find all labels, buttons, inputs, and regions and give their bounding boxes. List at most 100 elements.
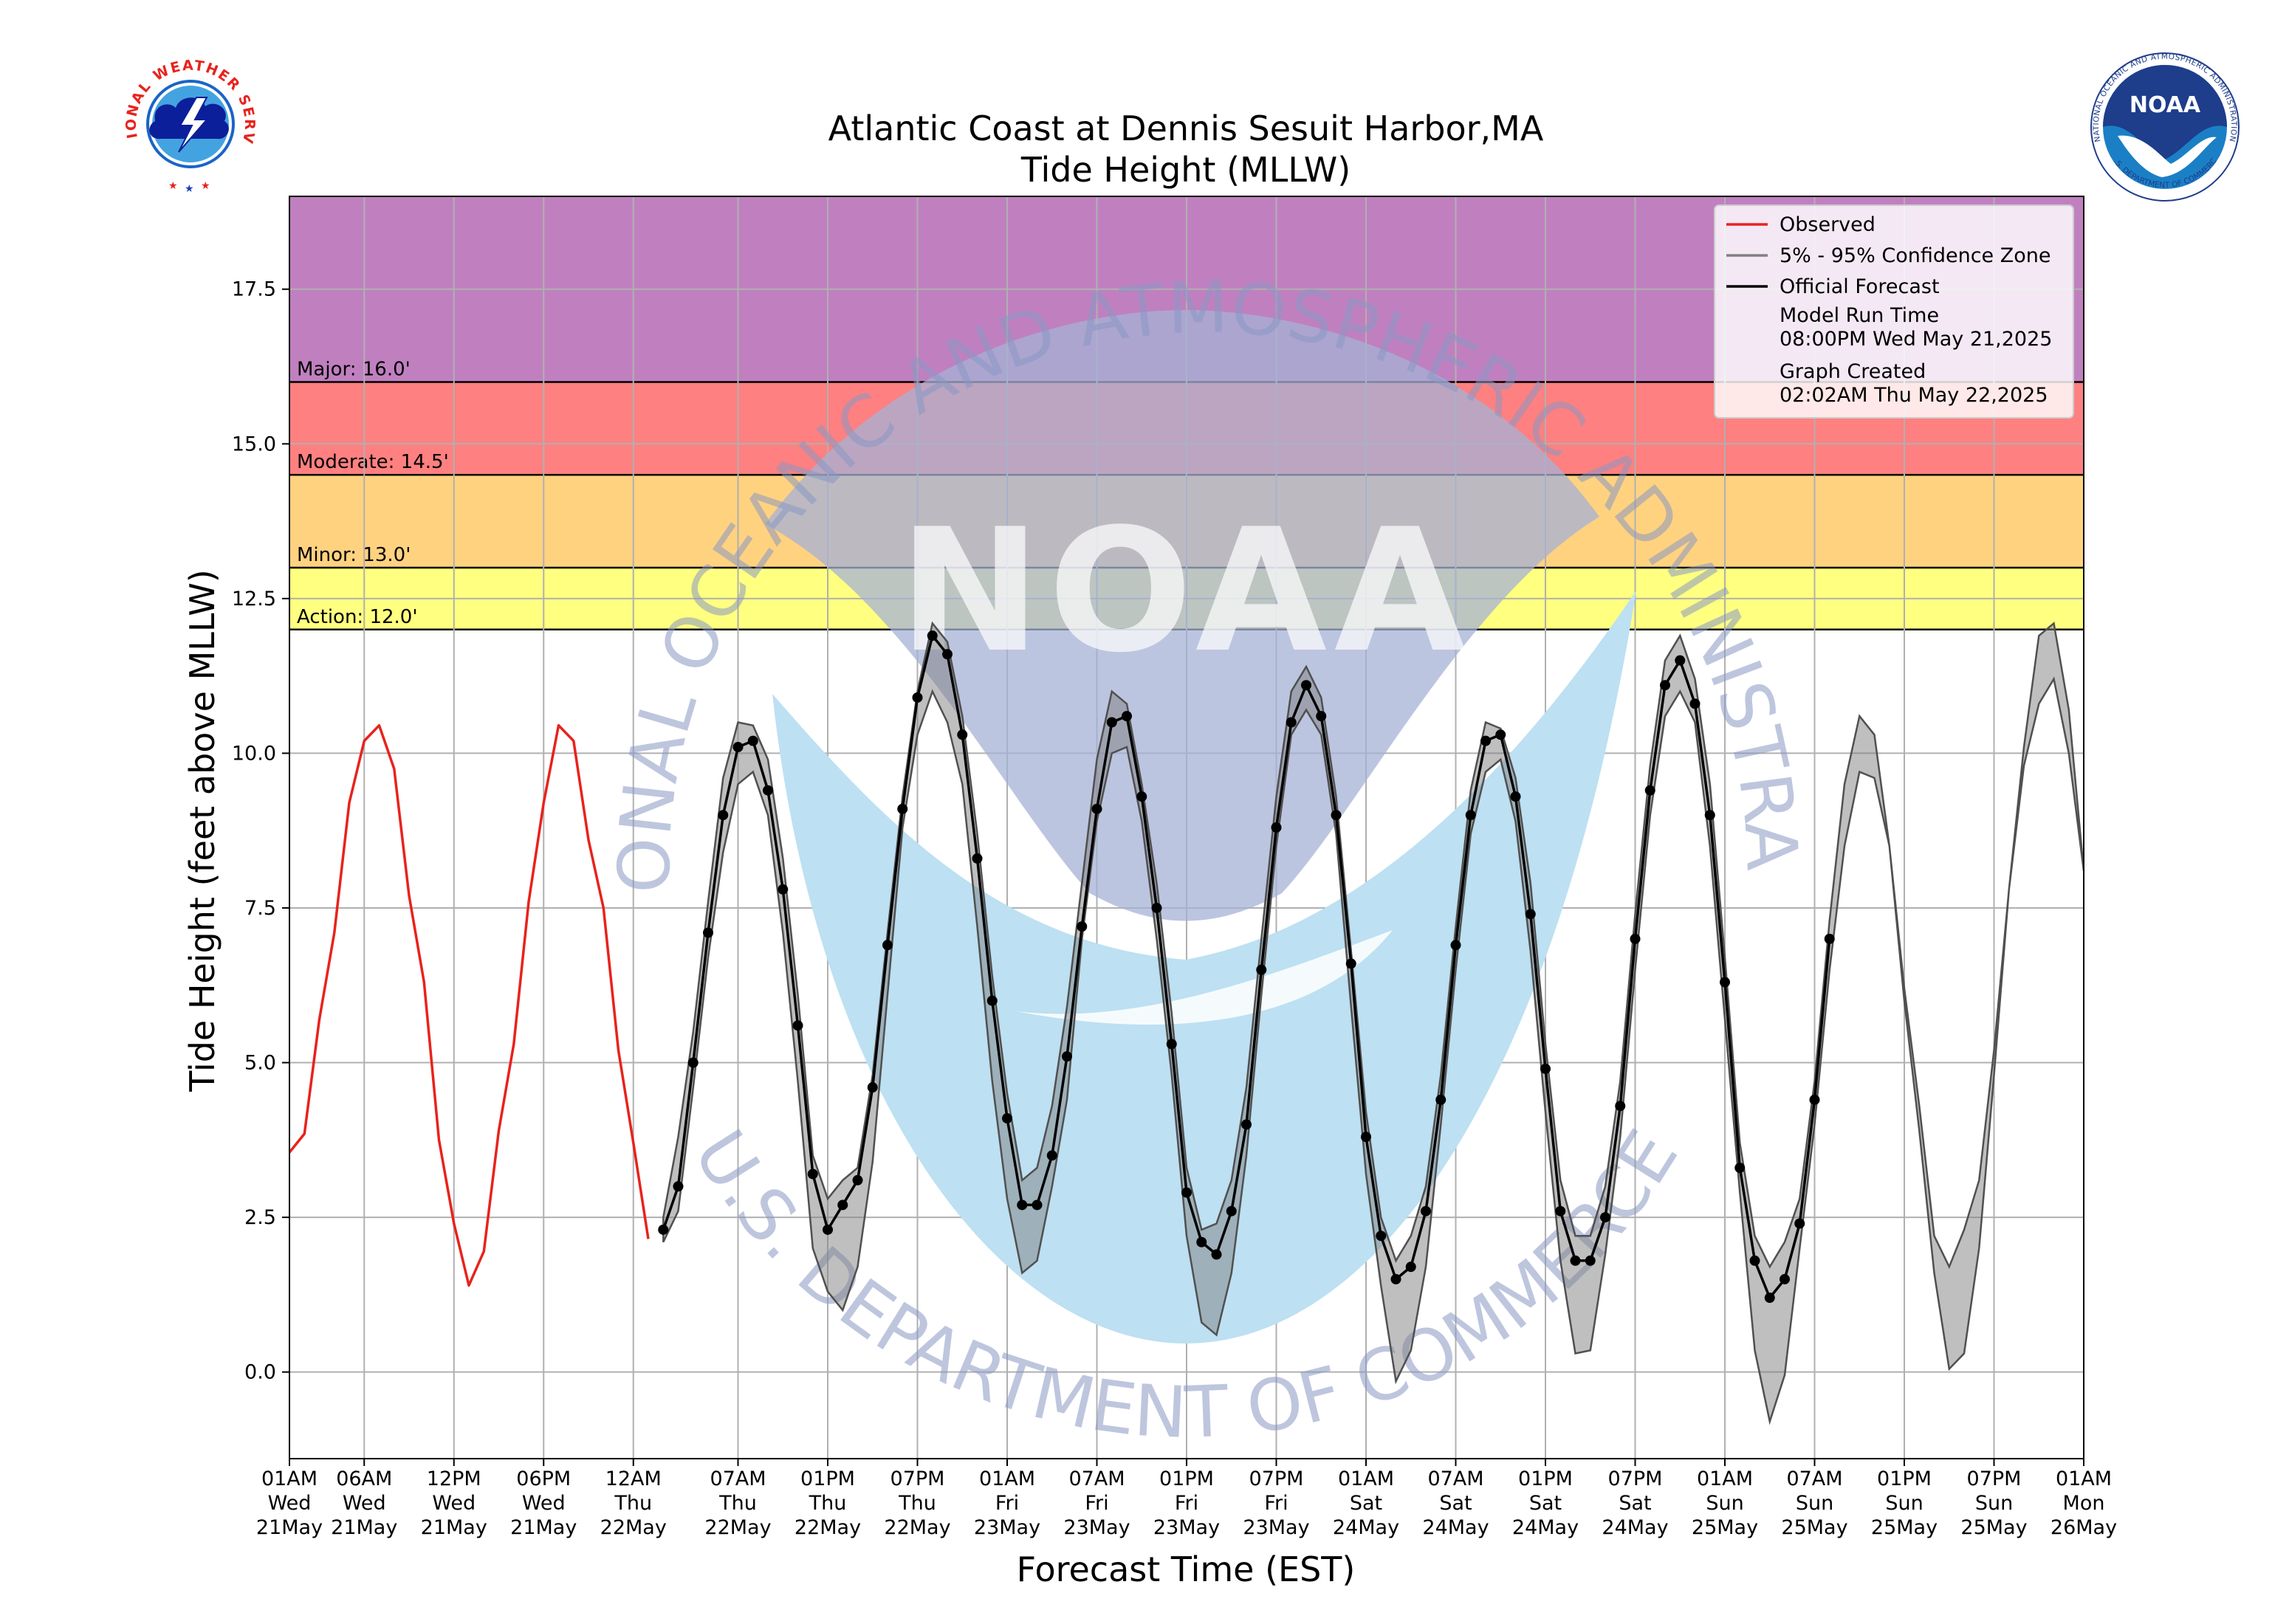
x-tick-label-1-0: 06AM [336,1468,392,1490]
legend-box [1714,204,2074,419]
flood-zone-label-0: Action: 12.0' [297,606,418,628]
x-tick-label-4-1: Thu [614,1492,652,1515]
x-tick-label-6-2: 22May [795,1516,861,1539]
x-axis-label: Forecast Time (EST) [1017,1549,1356,1589]
forecast-point [1764,1293,1775,1304]
forecast-point [703,927,713,938]
noaa-bird-icon [2118,135,2217,177]
x-tick-label-15-1: Sat [1619,1492,1651,1515]
forecast-point [1032,1200,1043,1211]
forecast-point [1405,1262,1416,1273]
forecast-point [673,1181,684,1192]
x-tick-label-8-2: 23May [974,1516,1040,1539]
forecast-point [1570,1255,1581,1266]
y-tick-label-7: 17.5 [232,278,276,301]
forecast-point [1585,1255,1596,1266]
forecast-point [852,1174,863,1186]
x-tick-label-10-2: 23May [1153,1516,1220,1539]
x-tick-label-2-0: 12PM [427,1468,481,1490]
noaa-logo-text: NOAA [2130,92,2201,118]
svg-text:★: ★ [168,180,178,192]
forecast-point [1271,822,1282,833]
forecast-point [1555,1205,1566,1217]
confidence-band [662,621,2085,1425]
forecast-point [1077,921,1088,932]
forecast-point [1256,964,1267,975]
x-tick-label-6-0: 01PM [800,1468,855,1490]
x-tick-label-8-0: 01AM [979,1468,1035,1490]
x-tick-label-12-2: 24May [1333,1516,1399,1539]
forecast-point [732,742,744,753]
x-tick-label-19-2: 25May [1960,1516,2027,1539]
forecast-point [1226,1205,1237,1217]
legend-info-3: 02:02AM Thu May 22,2025 [1780,384,2048,407]
forecast-point [1794,1218,1805,1229]
x-tick-label-17-0: 07AM [1786,1468,1842,1490]
y-tick-label-3: 7.5 [244,897,276,920]
x-tick-label-17-2: 25May [1781,1516,1847,1539]
x-tick-label-5-2: 22May [704,1516,771,1539]
forecast-point [823,1224,833,1235]
forecast-point [807,1169,818,1180]
forecast-point [1630,933,1641,944]
forecast-point [1480,735,1491,746]
observed-line [288,723,650,1287]
forecast-point [1435,1094,1447,1105]
y-tick-label-5: 12.5 [232,588,276,610]
x-tick-label-0-0: 01AM [261,1468,318,1490]
x-tick-label-13-2: 24May [1422,1516,1489,1539]
forecast-point [897,803,908,814]
x-tick-label-13-1: Sat [1439,1492,1472,1515]
forecast-point [1062,1051,1072,1062]
forecast-point [1286,717,1297,728]
chart-subtitle: Tide Height (MLLW) [1020,150,1351,190]
x-tick-label-18-1: Sun [1885,1492,1923,1515]
forecast-point [972,853,983,864]
forecast-point [1525,909,1536,920]
confidence-zone [662,621,2085,1425]
flood-zone-label-3: Major: 16.0' [297,358,411,380]
forecast-point [1091,803,1102,814]
forecast-point [882,940,893,951]
forecast-point [1421,1205,1431,1217]
forecast-point [763,785,773,796]
x-tick-label-14-2: 24May [1512,1516,1579,1539]
forecast-point [912,692,923,703]
noaa-logo: NOAA NATIONAL OCEANIC AND ATMOSPHERIC AD… [2090,52,2240,202]
forecast-point [1720,977,1730,988]
watermark-bird [1016,930,1393,1025]
x-tick-label-12-1: Sat [1350,1492,1382,1515]
forecast-point [747,735,758,746]
x-tick-label-9-2: 23May [1063,1516,1130,1539]
x-tick-label-3-0: 06PM [516,1468,571,1490]
x-tick-label-3-1: Wed [522,1492,566,1515]
forecast-point [1122,711,1132,722]
forecast-point [1540,1063,1551,1074]
x-tick-label-10-0: 01PM [1159,1468,1214,1490]
forecast-point [1151,902,1162,913]
watermark-center-text: NOAA [899,493,1473,690]
x-tick-label-5-1: Thu [718,1492,757,1515]
x-tick-label-15-0: 07PM [1608,1468,1663,1490]
forecast-point [1749,1255,1760,1266]
forecast-point [1615,1101,1626,1112]
forecast-point [1809,1094,1820,1105]
y-tick-label-0: 0.0 [244,1361,276,1384]
forecast-point [1390,1273,1401,1284]
legend-info-0: Model Run Time [1780,304,1939,327]
forecast-point [1644,785,1655,796]
forecast-point [1600,1212,1610,1223]
forecast-point [1017,1200,1028,1211]
observed-series [288,723,650,1287]
watermark-light-wave [772,591,1636,1343]
x-tick-label-3-2: 21May [510,1516,577,1539]
forecast-point [1345,958,1356,969]
forecast-point [837,1200,848,1211]
forecast-point [1196,1236,1207,1248]
forecast-point [1376,1231,1387,1242]
forecast-point [1241,1119,1252,1130]
x-tick-label-0-2: 21May [256,1516,323,1539]
x-tick-label-15-2: 24May [1602,1516,1668,1539]
x-tick-label-4-2: 22May [600,1516,667,1539]
legend-label-2: Official Forecast [1780,275,1940,298]
